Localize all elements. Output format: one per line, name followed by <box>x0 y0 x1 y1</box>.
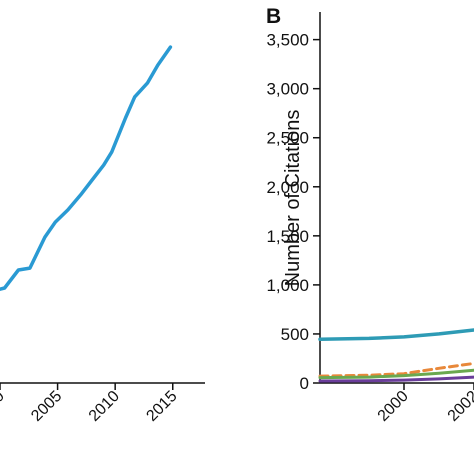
y-tick-label: 0 <box>300 374 309 393</box>
panel-label: B <box>266 5 281 28</box>
x-tick-label: 2015 <box>143 388 180 425</box>
data-line <box>318 375 474 383</box>
data-line <box>0 45 173 291</box>
y-tick-label: 2,500 <box>266 129 309 148</box>
y-tick-label: 3,500 <box>266 31 309 50</box>
x-tick-label: 2010 <box>86 388 123 425</box>
y-axis-label: Number of Citations <box>282 110 304 287</box>
data-line <box>318 361 474 378</box>
x-tick-label: 2002 <box>445 388 474 425</box>
y-tick-label: 1,500 <box>266 227 309 246</box>
y-tick-label: 3,000 <box>266 80 309 99</box>
data-line <box>318 328 474 342</box>
y-tick-label: 1,000 <box>266 276 309 295</box>
x-tick-label: 2005 <box>28 388 65 425</box>
data-line <box>318 368 474 380</box>
x-tick-label: 2000 <box>375 388 412 425</box>
y-tick-label: 2,000 <box>266 178 309 197</box>
x-tick-label: 2000 <box>0 388 8 425</box>
y-tick-label: 500 <box>281 325 309 344</box>
